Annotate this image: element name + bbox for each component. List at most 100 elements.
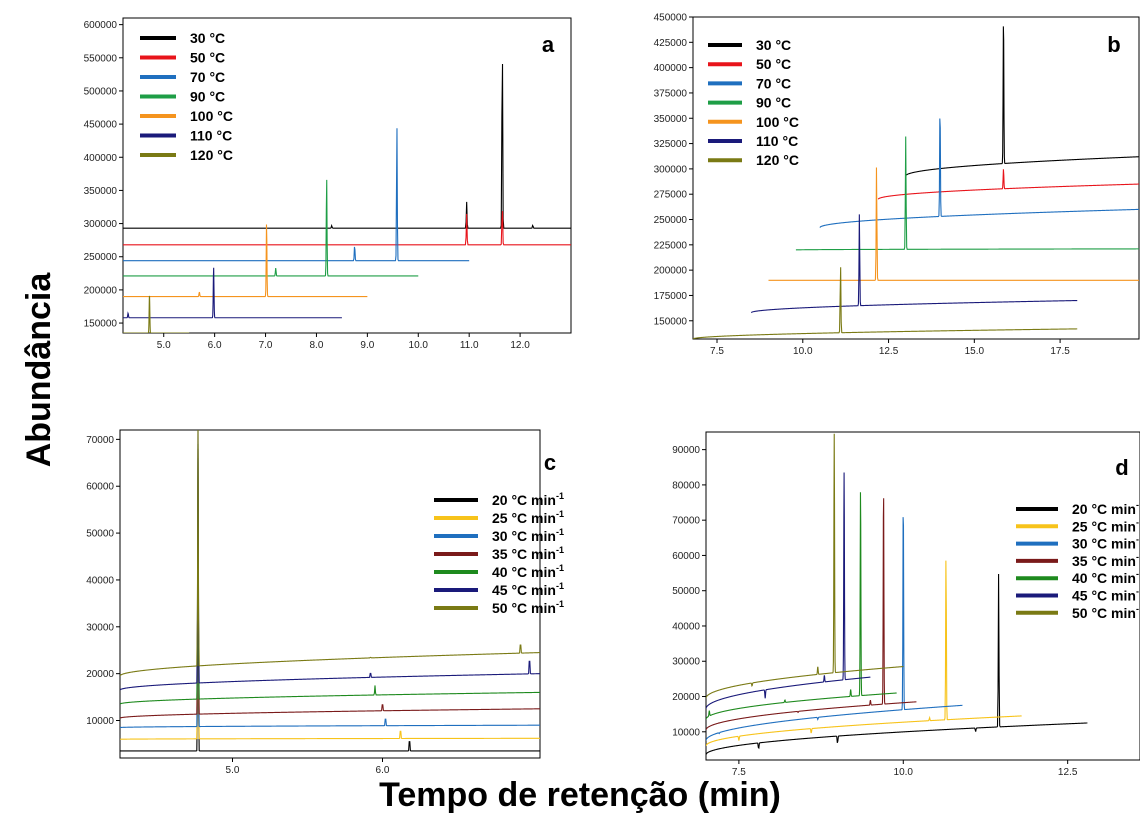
plot-frame <box>119 429 541 759</box>
legend-entry: 45 °C min-1 <box>1072 587 1140 604</box>
series-line-6 <box>706 433 904 699</box>
plot-frame <box>692 16 1140 340</box>
x-tick-label: 7.5 <box>732 767 746 778</box>
panel-letter: d <box>1115 455 1128 480</box>
legend-entry: 70 °C <box>190 69 225 85</box>
legend-entry: 35 °C min-1 <box>1072 552 1140 569</box>
y-tick-label: 50000 <box>86 529 114 540</box>
legend-entry: 30 °C <box>190 30 225 46</box>
series-line-0 <box>120 504 540 752</box>
series-line-0 <box>905 26 1139 177</box>
y-tick-label: 425000 <box>654 38 688 49</box>
x-tick-label: 5.0 <box>226 765 240 776</box>
x-tick-label: 12.0 <box>510 340 530 351</box>
series-line-1 <box>123 211 571 246</box>
y-tick-label: 500000 <box>84 86 118 97</box>
y-tick-label: 50000 <box>672 586 700 597</box>
series-group <box>120 430 540 752</box>
x-tick-label: 12.5 <box>1058 767 1078 778</box>
legend: 20 °C min-125 °C min-130 °C min-135 °C m… <box>434 491 564 616</box>
y-tick-label: 375000 <box>654 88 688 99</box>
x-tick-label: 12.5 <box>879 346 899 357</box>
series-line-5 <box>750 214 1078 314</box>
legend-entry: 20 °C min-1 <box>492 491 564 508</box>
y-tick-label: 90000 <box>672 445 700 456</box>
series-line-3 <box>795 136 1139 251</box>
x-tick-label: 17.5 <box>1050 346 1070 357</box>
y-tick-label: 200000 <box>84 285 118 296</box>
series-line-2 <box>819 118 1139 228</box>
legend-entry: 25 °C min-1 <box>1072 517 1140 534</box>
legend-entry: 100 °C <box>190 108 233 124</box>
y-tick-label: 40000 <box>672 621 700 632</box>
panel-a: 150000 200000 250000 300000 350000 400000 4500… <box>84 17 572 351</box>
y-tick-label: 60000 <box>86 482 114 493</box>
y-tick-label: 10000 <box>672 727 700 738</box>
x-tick-label: 7.5 <box>710 346 724 357</box>
y-tick-label: 175000 <box>654 291 688 302</box>
y-tick-label: 70000 <box>86 435 114 446</box>
y-tick-label: 350000 <box>84 186 118 197</box>
series-line-3 <box>120 448 540 719</box>
y-tick-label: 550000 <box>84 53 118 64</box>
panel-d: 10000 20000 30000 40000 50000 60000 70000 80000… <box>672 431 1140 778</box>
legend-entry: 45 °C min-1 <box>492 581 564 598</box>
y-tick-label: 20000 <box>672 692 700 703</box>
y-tick-label: 70000 <box>672 516 700 527</box>
legend-entry: 70 °C <box>756 75 791 91</box>
x-tick-label: 10.0 <box>793 346 813 357</box>
legend-entry: 100 °C <box>756 114 799 130</box>
series-line-6 <box>120 430 540 677</box>
y-tick-label: 300000 <box>654 164 688 175</box>
plot-frame <box>122 17 572 334</box>
y-tick-label: 30000 <box>672 657 700 668</box>
y-tick-label: 400000 <box>84 153 118 164</box>
x-tick-label: 15.0 <box>965 346 985 357</box>
y-tick-label: 40000 <box>86 575 114 586</box>
series-line-5 <box>120 430 540 691</box>
legend-entry: 50 °C min-1 <box>1072 604 1140 621</box>
legend-entry: 40 °C min-1 <box>1072 569 1140 586</box>
series-line-2 <box>123 128 470 262</box>
y-tick-label: 325000 <box>654 139 688 150</box>
legend-entry: 120 °C <box>756 152 799 168</box>
series-line-1 <box>120 476 540 740</box>
legend-entry: 110 °C <box>190 128 232 144</box>
series-group <box>706 433 1088 755</box>
y-axis-title: Abundância <box>20 272 58 468</box>
series-line-0 <box>123 63 571 229</box>
y-tick-label: 30000 <box>86 622 114 633</box>
legend-entry: 90 °C <box>190 89 225 105</box>
y-tick-label: 350000 <box>654 114 688 125</box>
y-tick-label: 150000 <box>654 316 688 327</box>
legend-entry: 30 °C min-1 <box>1072 535 1140 552</box>
legend-entry: 20 °C min-1 <box>1072 500 1140 517</box>
series-line-4 <box>120 444 540 705</box>
legend-entry: 50 °C <box>190 50 225 66</box>
x-tick-label: 6.0 <box>376 765 390 776</box>
x-tick-label: 7.0 <box>259 340 273 351</box>
x-axis-title: Tempo de retenção (min) <box>379 776 781 814</box>
legend-entry: 120 °C <box>190 147 233 163</box>
series-line-5 <box>706 472 871 709</box>
legend-entry: 30 °C <box>756 37 791 53</box>
panel-c: 10000 20000 30000 40000 50000 60000 70000 5.0 6.… <box>86 429 564 776</box>
y-tick-label: 150000 <box>84 319 118 330</box>
series-line-1 <box>877 169 1139 200</box>
legend-entry: 110 °C <box>756 133 798 149</box>
series-line-2 <box>706 517 963 741</box>
legend: 30 °C 50 °C 70 °C 90 °C 100 °C 110 °C 120 °C <box>140 30 233 163</box>
series-line-4 <box>768 167 1139 281</box>
y-tick-label: 250000 <box>84 252 118 263</box>
series-line-3 <box>706 498 917 731</box>
legend-entry: 50 °C <box>756 56 791 72</box>
y-tick-label: 20000 <box>86 669 114 680</box>
y-tick-label: 60000 <box>672 551 700 562</box>
y-tick-label: 10000 <box>86 716 114 727</box>
series-line-1 <box>706 560 1022 747</box>
legend: 20 °C min-125 °C min-130 °C min-135 °C m… <box>1016 500 1140 621</box>
series-line-4 <box>706 492 897 720</box>
legend-entry: 40 °C min-1 <box>492 563 564 580</box>
series-line-0 <box>706 574 1088 755</box>
